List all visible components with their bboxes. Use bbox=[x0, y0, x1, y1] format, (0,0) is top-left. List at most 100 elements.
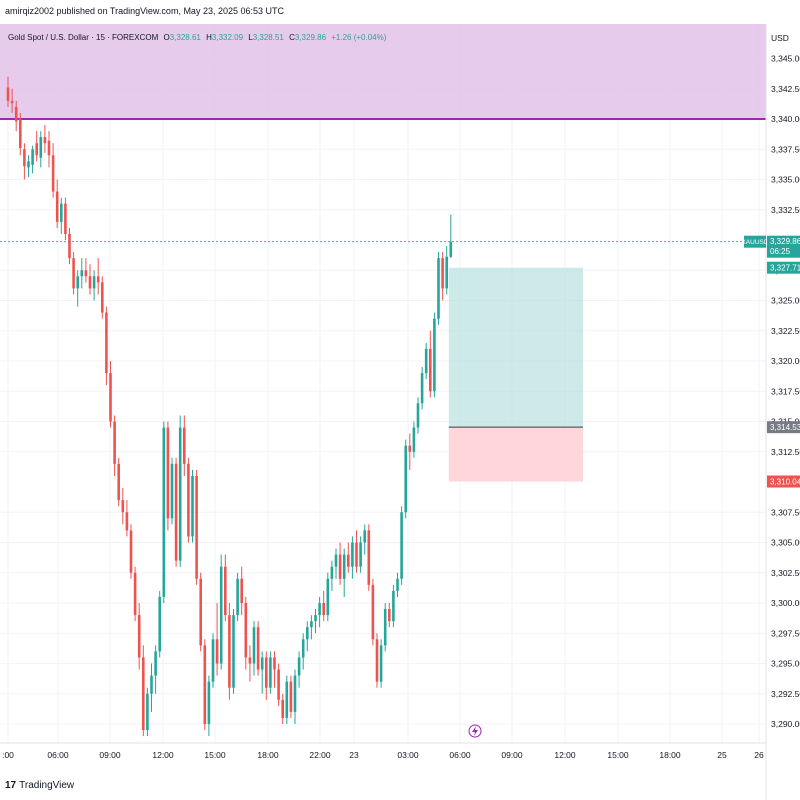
resistance-zone bbox=[0, 24, 766, 120]
candle-body bbox=[137, 615, 141, 658]
candle-body bbox=[166, 427, 170, 519]
candle-body bbox=[109, 373, 112, 422]
zone-fill bbox=[0, 24, 766, 119]
legend-open-label: O bbox=[163, 33, 170, 42]
time-tick-label: 15:00 bbox=[607, 750, 629, 760]
candle-body bbox=[142, 657, 145, 731]
candle-body bbox=[297, 657, 301, 676]
candle-body bbox=[379, 645, 383, 682]
stop-value: 3,310.04 bbox=[770, 478, 800, 487]
candle-body bbox=[244, 603, 248, 658]
lightning-icon[interactable] bbox=[468, 724, 482, 738]
candle-body bbox=[363, 530, 366, 543]
candle-body bbox=[252, 627, 256, 664]
candle-body bbox=[174, 463, 178, 561]
time-tick-label: 12:00 bbox=[554, 750, 576, 760]
price-tick-label: 3,292.50 bbox=[771, 689, 800, 699]
candle-body bbox=[224, 566, 227, 616]
candle-body bbox=[129, 530, 133, 573]
candle-body bbox=[433, 318, 436, 392]
legend-close-label: C bbox=[289, 33, 295, 42]
candle-body bbox=[6, 87, 10, 101]
candle-body bbox=[228, 615, 231, 688]
candle-body bbox=[178, 427, 182, 561]
candles bbox=[6, 76, 453, 737]
symbol-legend[interactable]: Gold Spot / U.S. Dollar · 15 · FOREXCOM … bbox=[8, 33, 386, 42]
price-tick-label: 3,317.50 bbox=[771, 386, 800, 396]
price-tick-label: 3,302.50 bbox=[771, 568, 800, 578]
candle-body bbox=[232, 615, 235, 688]
candle-body bbox=[76, 276, 79, 289]
candle-body bbox=[117, 463, 120, 501]
candle-body bbox=[429, 348, 432, 392]
candle-body bbox=[351, 542, 354, 567]
candle-body bbox=[191, 475, 194, 537]
price-tick-label: 3,335.00 bbox=[771, 175, 800, 185]
candle-body bbox=[51, 155, 55, 192]
candle-body bbox=[23, 149, 26, 167]
candle-body bbox=[150, 675, 153, 694]
stop-label bbox=[767, 475, 800, 488]
candle-body bbox=[383, 609, 387, 646]
take-profit-label bbox=[767, 261, 800, 274]
candle-body bbox=[105, 312, 108, 374]
candle-body bbox=[10, 100, 14, 104]
candle-body bbox=[96, 276, 100, 283]
time-tick-label: 25 bbox=[717, 750, 727, 760]
legend-open-value: 3,328.61 bbox=[169, 33, 201, 42]
entry-value: 3,314.53 bbox=[770, 423, 800, 432]
time-tick-label: 09:00 bbox=[99, 750, 121, 760]
time-tick-label: 15:00 bbox=[204, 750, 226, 760]
entry-label bbox=[767, 421, 800, 434]
candle-body bbox=[39, 137, 43, 158]
candle-body bbox=[342, 554, 346, 579]
legend-low-value: 3,328.51 bbox=[252, 33, 284, 42]
time-tick-label: 23 bbox=[349, 750, 359, 760]
candle-body bbox=[449, 241, 453, 257]
price-tick-label: 3,332.50 bbox=[771, 205, 800, 215]
candle-body bbox=[416, 403, 420, 428]
legend-high-value: 3,332.09 bbox=[211, 33, 244, 42]
candle-body bbox=[314, 615, 317, 622]
candle-body bbox=[31, 149, 34, 165]
candle-body bbox=[187, 463, 190, 537]
tradingview-logo-icon: 17 bbox=[5, 780, 17, 791]
candle-body bbox=[113, 421, 116, 464]
candle-body bbox=[265, 657, 268, 688]
candle-body bbox=[326, 578, 330, 616]
price-tick-label: 3,297.50 bbox=[771, 628, 800, 638]
time-tick-label: 06:00 bbox=[47, 750, 69, 760]
candle-body bbox=[55, 191, 59, 222]
candle-body bbox=[310, 621, 313, 628]
take-profit-area bbox=[448, 267, 583, 428]
candle-body bbox=[260, 657, 264, 670]
candle-body bbox=[162, 427, 166, 597]
candle-body bbox=[441, 258, 444, 289]
candle-body bbox=[285, 681, 289, 718]
price-tick-label: 3,337.50 bbox=[771, 144, 800, 154]
time-tick-label: 09:00 bbox=[501, 750, 523, 760]
candle-body bbox=[338, 554, 342, 579]
candle-body bbox=[347, 554, 350, 567]
candle-body bbox=[367, 530, 371, 585]
candle-body bbox=[375, 639, 379, 682]
time-tick-label: :00 bbox=[2, 750, 14, 760]
candle-body bbox=[301, 639, 305, 658]
time-tick-label: 22:00 bbox=[309, 750, 331, 760]
candle-body bbox=[277, 669, 280, 700]
candle-body bbox=[408, 445, 412, 452]
candle-body bbox=[199, 578, 202, 646]
candle-body bbox=[170, 463, 174, 519]
candle-body bbox=[211, 639, 215, 682]
candle-body bbox=[207, 681, 211, 724]
candle-body bbox=[437, 258, 440, 319]
candle-body bbox=[158, 596, 161, 652]
candle-body bbox=[322, 603, 325, 616]
candle-body bbox=[240, 578, 243, 603]
time-axis: :00 06:00 09:00 12:00 15:00 18:00 22:00 23 03:00… bbox=[0, 742, 766, 760]
candle-body bbox=[84, 270, 88, 277]
price-tick-label: 3,295.00 bbox=[771, 659, 800, 669]
tradingview-logo[interactable]: 17 TradingView bbox=[5, 780, 74, 791]
last-price-label bbox=[767, 235, 800, 258]
